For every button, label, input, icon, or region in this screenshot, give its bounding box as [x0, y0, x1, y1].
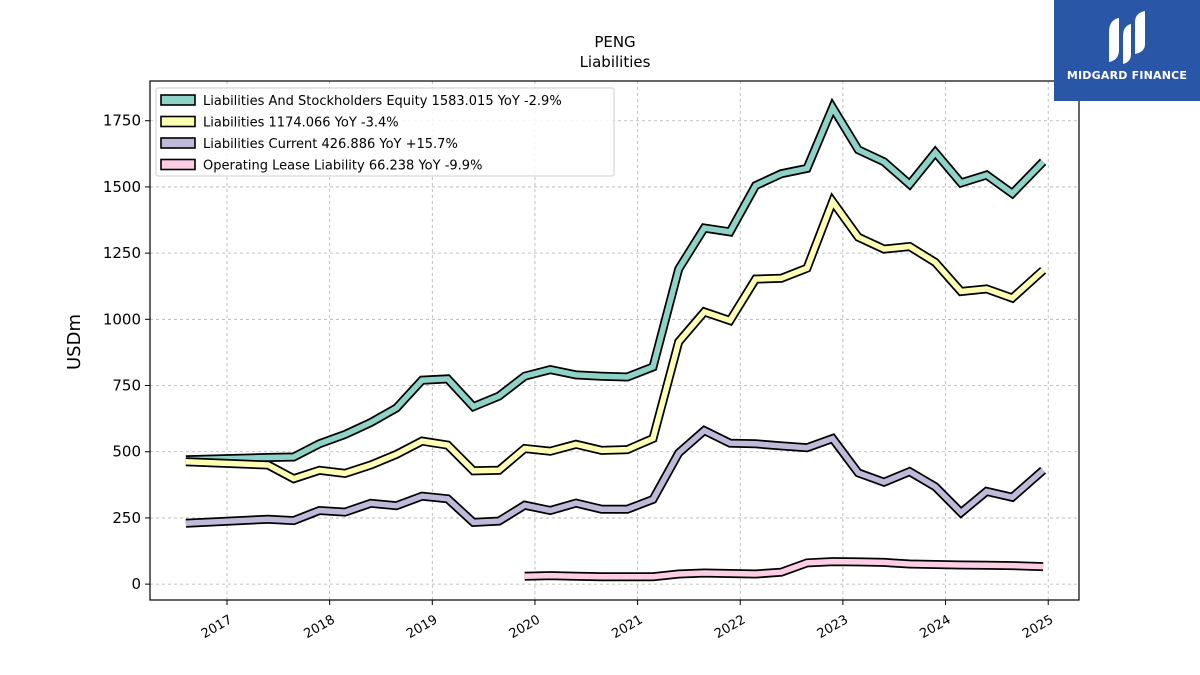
legend-swatch-operating-lease-liability [160, 158, 196, 171]
y-tick-label: 250 [112, 509, 141, 527]
x-tick-label: 2017 [199, 612, 235, 642]
chart-subtitle: Liabilities [580, 53, 651, 71]
legend-label-liabilities-current: Liabilities Current 426.886 YoY +15.7% [203, 137, 458, 152]
x-tick-label: 2022 [712, 612, 748, 642]
plot-frame [149, 80, 1080, 601]
brand-logo: MIDGARD FINANCE [1054, 0, 1200, 101]
logo-mark-icon [1109, 11, 1145, 64]
legend-box [155, 87, 615, 177]
legend-swatch-liabilities-and-stockholders-equity [160, 94, 196, 106]
y-tick-label: 750 [112, 377, 141, 395]
series-lines [185, 97, 1047, 582]
x-tick-label: 2025 [1020, 612, 1056, 642]
series-line-operating-lease-liability [524, 558, 1044, 580]
legend-swatch-liabilities [160, 115, 196, 128]
x-tick-label: 2024 [917, 612, 953, 642]
brand-name: MIDGARD FINANCE [1066, 69, 1188, 82]
legend-label-liabilities-and-stockholders-equity: Liabilities And Stockholders Equity 1583… [203, 94, 562, 109]
x-tick-label: 2021 [609, 612, 645, 642]
x-tick-label: 2018 [301, 612, 337, 642]
legend: Liabilities And Stockholders Equity 1583… [155, 87, 615, 177]
series-line-liabilities-current [185, 427, 1045, 526]
y-tick-label: 1750 [103, 112, 141, 130]
x-tick-label: 2020 [507, 612, 543, 642]
y-axis-label: USDm [64, 314, 85, 370]
x-tick-label: 2019 [404, 612, 440, 642]
series-line-liabilities-and-stockholders-equity [185, 101, 1046, 463]
y-tick-label: 500 [112, 443, 141, 461]
series-line-outline-liabilities [185, 192, 1047, 484]
legend-label-liabilities: Liabilities 1174.066 YoY -3.4% [203, 116, 399, 131]
legend-label-operating-lease-liability: Operating Lease Liability 66.238 YoY -9.… [203, 159, 482, 174]
y-tick-label: 1000 [103, 310, 141, 328]
y-tick-label: 1250 [103, 244, 141, 262]
y-tick-label: 1500 [103, 178, 141, 196]
chart-title: PENG [594, 33, 635, 51]
series-line-liabilities [185, 195, 1045, 482]
y-tick-label: 0 [131, 575, 141, 593]
x-tick-label: 2023 [815, 612, 851, 642]
legend-swatch-liabilities-current [160, 137, 196, 149]
